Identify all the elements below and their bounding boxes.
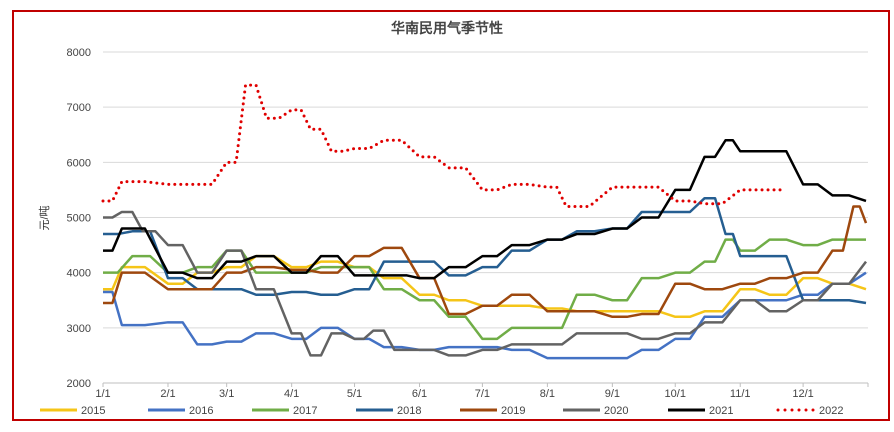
legend-label: 2019 [501,405,525,417]
legend-label: 2018 [397,405,421,417]
legend-label: 2020 [604,405,628,417]
x-tick-label: 11/1 [730,388,751,400]
x-tick-label: 12/1 [792,388,813,400]
x-tick-label: 1/1 [95,388,110,400]
y-tick-label: 5000 [67,213,91,225]
series-lines [101,83,868,360]
x-tick-label: 9/1 [605,388,620,400]
x-tick-label: 5/1 [347,388,362,400]
y-tick-label: 7000 [67,102,91,114]
legend-label: 2022 [819,405,843,417]
legend: 2015 2016 2017 2018 2019 2020 2021 2022 [40,405,843,417]
x-tick-label: 8/1 [540,388,555,400]
x-axis: 1/1 2/1 3/1 4/1 5/1 6/1 7/1 8/1 9/1 10/1 11/1 12/1 [95,382,869,400]
series-line-2019 [103,205,868,319]
chart-title: 华南民用气季节性 [391,20,503,36]
series-line-2021 [103,139,867,280]
legend-label: 2017 [293,405,317,417]
x-tick-label: 4/1 [284,388,299,400]
legend-label: 2016 [189,405,213,417]
y-axis-label: 元/吨 [38,205,51,230]
legend-label: 2021 [709,405,733,417]
y-tick-label: 2000 [67,378,91,390]
x-tick-label: 3/1 [219,388,234,400]
series-line-2022 [101,83,782,208]
x-tick-label: 10/1 [665,388,686,400]
x-tick-label: 7/1 [475,388,490,400]
y-tick-label: 4000 [67,268,91,280]
y-axis: 2000 3000 4000 5000 6000 7000 8000 [67,47,91,390]
y-tick-label: 8000 [67,47,91,59]
series-line-2020 [103,210,867,357]
legend-label: 2015 [81,405,105,417]
y-tick-label: 6000 [67,157,91,169]
x-tick-label: 6/1 [412,388,427,400]
y-tick-label: 3000 [67,323,91,335]
x-tick-label: 2/1 [160,388,175,400]
series-line-2018 [103,196,867,305]
chart-border [12,10,890,421]
